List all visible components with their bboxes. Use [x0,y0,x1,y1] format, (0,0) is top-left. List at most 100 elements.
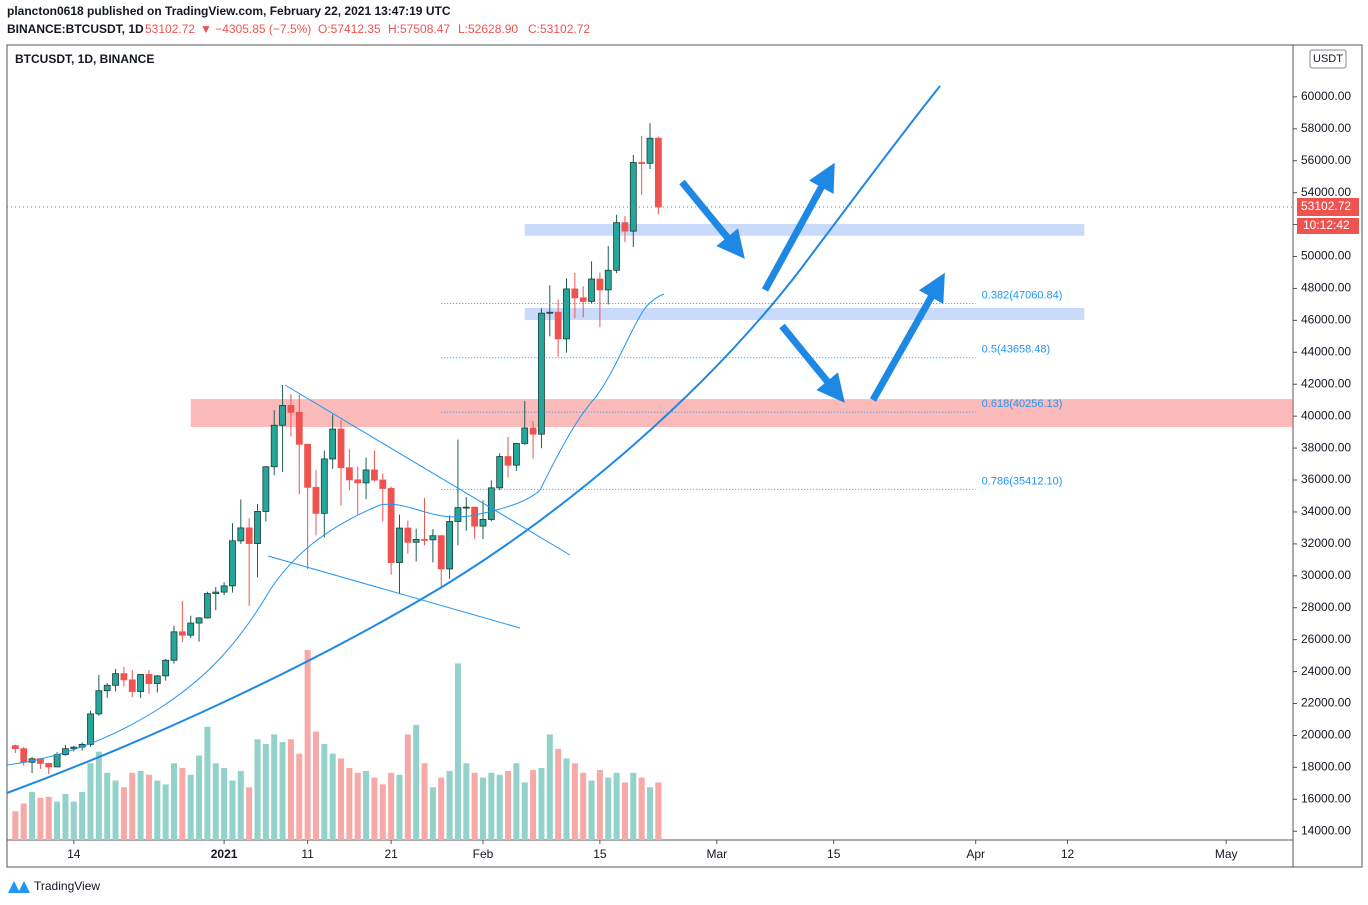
candle-body [187,622,195,636]
fib-label: 0.786(35412.10) [982,475,1063,487]
candle-body [563,288,570,340]
candle-body [337,428,345,469]
volume-bar [321,744,328,840]
volume-bar [463,763,470,840]
volume-bar [229,780,236,840]
drawings [6,85,945,794]
y-tick-label: 48000.00 [1301,281,1351,295]
candle-body [546,311,554,314]
candle-body [512,443,520,466]
volume-bar [304,650,311,840]
y-tick-label: 32000.00 [1301,536,1351,550]
candle-body [237,527,245,542]
volume-bar [588,780,595,840]
candle-body [329,428,337,460]
volume-bar [62,793,69,840]
volume-bar [12,811,19,840]
x-tick-label: 15 [593,847,607,861]
x-tick-label: Feb [473,847,494,861]
volume-bar [296,753,303,840]
candle-body [571,288,579,299]
volume-bar [346,768,353,840]
y-tick-label: 34000.00 [1301,504,1351,518]
y-tick-label: 28000.00 [1301,600,1351,614]
volume-bar [596,769,603,840]
candle-body [87,713,94,745]
volume-bar [630,772,637,840]
candle-body [638,162,646,164]
zone [190,399,1294,428]
x-tick-label: 12 [1061,847,1075,861]
y-tick-label: 24000.00 [1301,664,1351,678]
candle-body [254,511,261,544]
volume-bar [621,782,628,840]
volume-bar [371,777,378,840]
volume-bar [104,772,111,840]
candle-body [412,539,420,543]
volume-bar [137,770,144,840]
candle-body [354,479,362,484]
candle-body [120,673,128,681]
volume-bar [196,755,203,840]
volume-bar [129,772,136,840]
candle-body [437,535,445,570]
close: C:53102.72 [528,22,590,36]
candle-body [529,427,537,435]
volume-bar [237,770,244,840]
zone [524,223,1085,236]
volume-bar [179,768,186,840]
candle-body [212,591,220,594]
candle-body [304,443,312,488]
volume-bar [496,774,503,840]
trend-line [284,384,571,556]
candle-body [404,527,412,543]
volume-bar [655,782,662,840]
y-tick-label: 16000.00 [1301,791,1351,805]
volume-bar [145,774,152,840]
volume-bar [45,796,52,840]
countdown: 10:12:42 [1303,218,1350,232]
volume-bar [112,780,119,840]
volume-bar [363,770,370,840]
y-tick-label: 42000.00 [1301,376,1351,390]
frame [6,44,1363,868]
volume-bar [429,787,436,840]
volume-bar [338,758,345,840]
candle-body [45,762,53,768]
volume-bar [87,763,94,840]
candle-body [178,631,186,636]
y-tick-label: 50000.00 [1301,249,1351,263]
candle-body [362,469,370,484]
candle-body [479,519,487,527]
volume-bar [212,763,219,840]
low: L:52628.90 [458,22,518,36]
x-tick-label: 21 [384,847,398,861]
volume-bar [538,768,545,840]
candle-body [20,748,28,763]
volume-bar [354,772,361,840]
candle-body [245,527,253,544]
candle-body [613,222,621,271]
candle-body [103,684,111,692]
volume-bar [404,734,411,840]
volume-bar [70,801,77,840]
volume-bar [254,739,261,840]
volume-bar [638,777,645,840]
candle-body [153,675,161,684]
x-tick-label: 11 [301,847,314,861]
candle-body [270,424,278,468]
arrow [779,323,845,403]
y-tick-label: 56000.00 [1301,153,1351,167]
volume-bar [37,797,44,840]
candle-body [588,278,595,302]
volume-bar [488,772,495,840]
volume-bar [580,772,587,840]
y-tick-label: 18000.00 [1301,760,1351,774]
candle-body [312,486,320,514]
volume-bar [79,792,86,840]
volume-bar [379,784,386,840]
candle-body [295,411,303,445]
plot: 0.382(47060.84) 0.5(43658.48) 0.618(40256.… [7,123,1294,840]
volume-bar [413,724,420,840]
y-tick-label: 22000.00 [1301,696,1351,710]
